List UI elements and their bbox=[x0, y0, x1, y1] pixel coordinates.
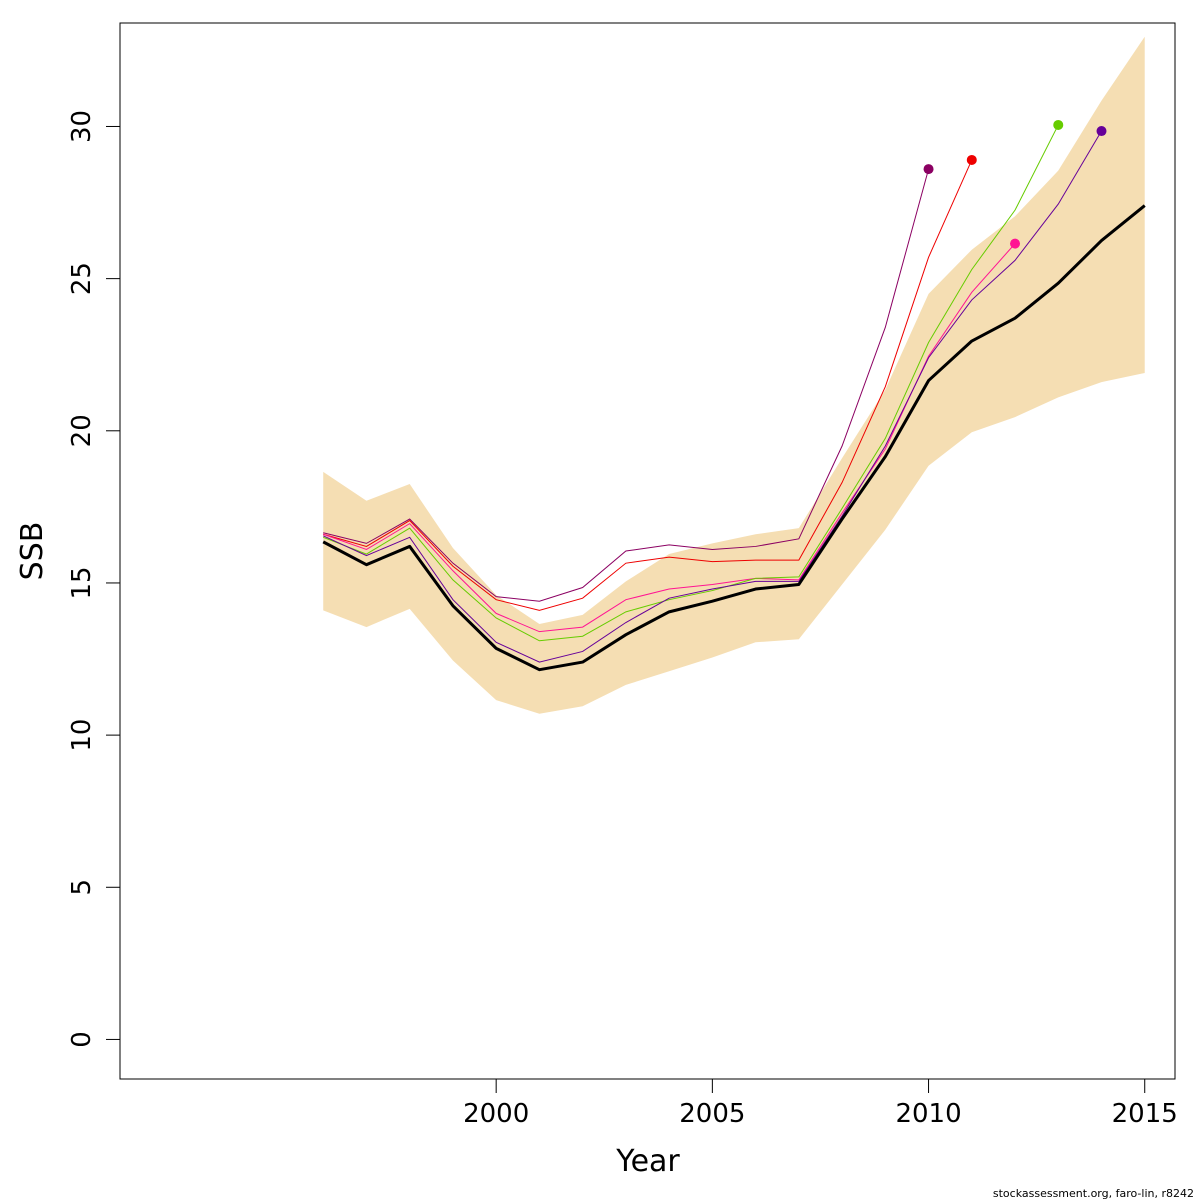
x-tick-label: 2010 bbox=[895, 1099, 961, 1129]
retro-series-endpoint-2 bbox=[966, 154, 977, 165]
x-axis: 2000 2005 2010 2015 bbox=[463, 1078, 1178, 1129]
retro-series-line-3 bbox=[323, 243, 1016, 633]
endpoint-markers-layer bbox=[923, 119, 1107, 249]
confidence-band bbox=[323, 36, 1145, 714]
x-tick-label: 2015 bbox=[1112, 1099, 1178, 1129]
retro-series-line-4 bbox=[323, 124, 1059, 642]
y-tick-label: 15 bbox=[67, 566, 97, 599]
y-tick-label: 0 bbox=[67, 1031, 97, 1048]
x-axis-title: Year bbox=[615, 1144, 680, 1179]
x-tick-label: 2000 bbox=[463, 1099, 529, 1129]
retro-series-endpoint-3 bbox=[1010, 238, 1021, 249]
series-layer bbox=[323, 124, 1102, 663]
y-tick-label: 20 bbox=[67, 414, 97, 447]
y-axis: 0 5 10 15 20 25 30 bbox=[67, 110, 121, 1048]
confidence-band-layer bbox=[323, 36, 1145, 714]
plot-frame bbox=[119, 22, 1176, 1080]
retro-series-endpoint-5 bbox=[1096, 126, 1107, 137]
retro-series-line-2 bbox=[323, 159, 973, 611]
estimate-layer bbox=[322, 204, 1146, 672]
y-tick-label: 25 bbox=[67, 262, 97, 295]
x-tick-label: 2005 bbox=[679, 1099, 745, 1129]
estimate-line bbox=[322, 204, 1146, 672]
retro-series-endpoint-1 bbox=[923, 164, 934, 175]
retro-series-endpoint-4 bbox=[1053, 119, 1064, 130]
retro-series-line-5 bbox=[323, 130, 1102, 663]
y-axis-title: SSB bbox=[15, 522, 50, 581]
y-tick-label: 5 bbox=[67, 879, 97, 896]
y-tick-label: 10 bbox=[67, 719, 97, 752]
retro-series-line-1 bbox=[323, 168, 930, 602]
footer-credit: stockassessment.org, faro-lin, r8242 bbox=[993, 1187, 1194, 1200]
y-tick-label: 30 bbox=[67, 110, 97, 143]
